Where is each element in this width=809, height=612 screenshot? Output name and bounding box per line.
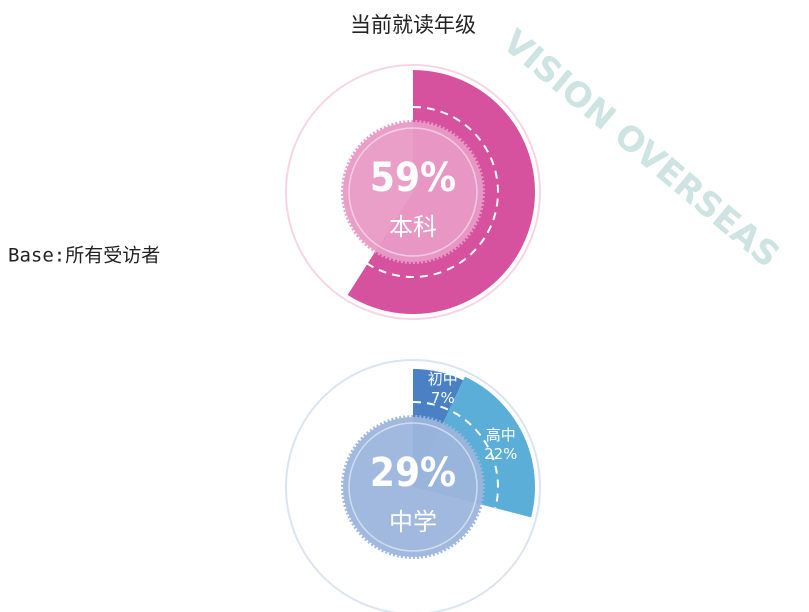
title: 当前就读年级 — [350, 13, 476, 37]
center-value: 29% — [370, 450, 456, 496]
segment-value: 7% — [431, 389, 455, 407]
outer-ring — [285, 359, 541, 612]
inner-ring — [348, 127, 478, 257]
center-disc — [341, 120, 485, 264]
center-name: 中学 — [389, 508, 437, 536]
base-note: Base:所有受访者 — [8, 245, 160, 267]
dashed-arc — [412, 401, 499, 509]
segment-name: 初中 — [428, 370, 458, 388]
outer-ring — [285, 64, 541, 320]
center-value: 59% — [370, 155, 456, 201]
center-name: 本科 — [389, 213, 437, 241]
segment-value: 22% — [484, 445, 517, 463]
segment-name: 高中 — [486, 426, 516, 444]
center-disc — [341, 415, 485, 559]
watermark: VISION OVERSEAS — [495, 22, 787, 276]
dashed-arc — [366, 106, 499, 278]
inner-ring — [348, 422, 478, 552]
